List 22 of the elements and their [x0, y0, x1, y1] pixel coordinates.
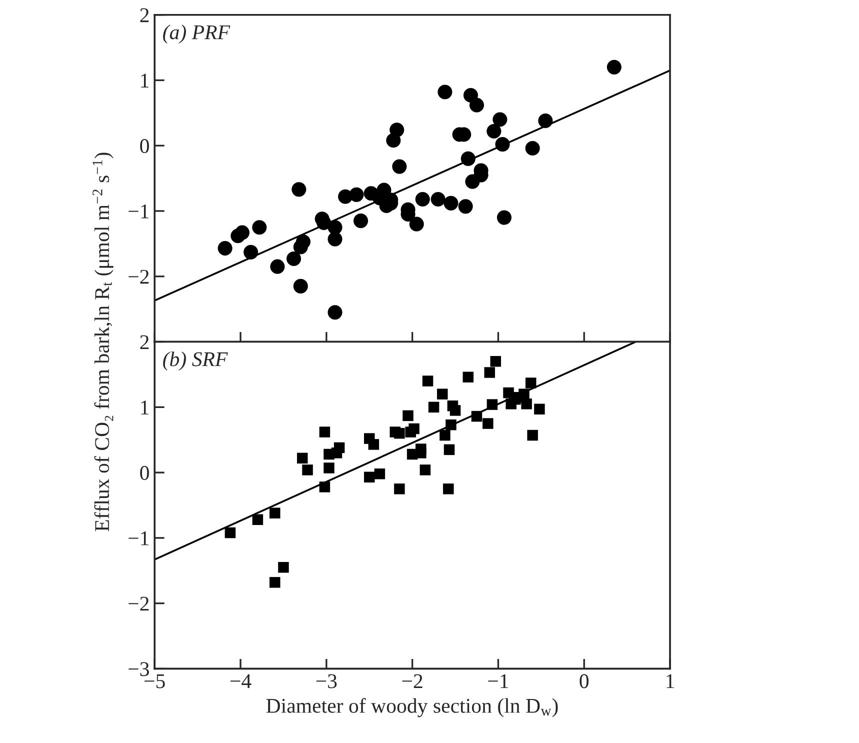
y-tick-label: −2 [128, 270, 149, 284]
y-tick-label: 1 [141, 74, 149, 88]
x-tick-label: −4 [230, 674, 252, 688]
x-tick-label: 0 [580, 674, 589, 688]
x-tick-label: −2 [402, 674, 422, 688]
y-tick-label: −1 [128, 531, 149, 546]
chart-title: (a) PRF [163, 24, 230, 44]
y-axis-title: Efflux of CO₂ from bark,ln R$_{t}$ (μmol m$^{−2}$ s$^{−1}$) [92, 152, 114, 532]
y-tick-label: 1 [141, 400, 149, 414]
x-tick-label: −5 [144, 674, 165, 688]
x-axis-title: Diameter of woody section (ln D$_{w}$) [266, 698, 558, 718]
y-tick-label: 2 [140, 8, 149, 22]
y-tick-label: 2 [140, 335, 149, 350]
x-tick-label: −3 [316, 674, 337, 688]
chart-title: (b) SRF [163, 352, 228, 370]
y-tick-label: 0 [140, 139, 149, 154]
x-tick-label: −1 [488, 674, 508, 688]
x-tick-label: 1 [666, 674, 674, 688]
y-tick-label: −1 [128, 204, 149, 218]
y-tick-label: 0 [140, 466, 149, 480]
y-tick-label: −2 [128, 596, 149, 611]
y-tick-label: −3 [128, 662, 149, 676]
